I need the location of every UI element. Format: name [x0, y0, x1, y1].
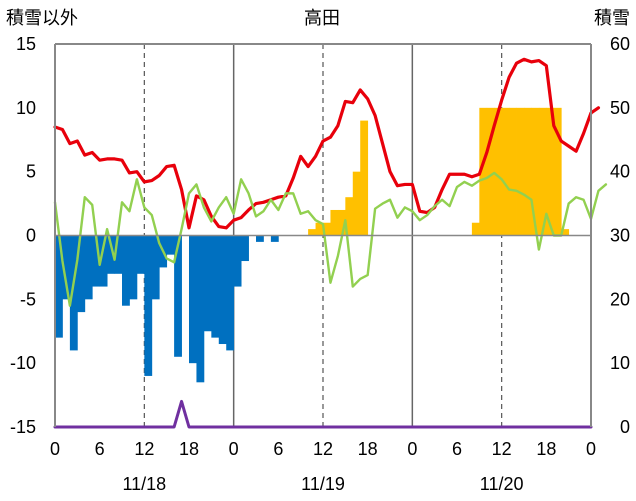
snow-depth-bar: [471, 222, 480, 236]
date-labels: 11/18 11/19 11/20: [122, 474, 523, 494]
y-tick-label-right: 40: [610, 162, 630, 182]
date-label: 11/20: [480, 474, 524, 494]
x-tick-label: 12: [134, 439, 154, 459]
x-ticks: 0 6 12 18 0 6 12 18 0 6 12 18 0: [50, 439, 596, 459]
y-tick-label-right: 60: [610, 34, 630, 54]
y-tick-label-right: 30: [610, 226, 630, 246]
series-line: [53, 57, 601, 230]
blue-bar: [218, 235, 227, 345]
blue-bar: [174, 235, 182, 357]
snow-depth-bars: [308, 107, 570, 236]
x-tick-label: 12: [313, 439, 333, 459]
blue-bar: [226, 235, 235, 351]
snow-depth-bar: [315, 222, 324, 236]
blue-bar: [62, 235, 71, 300]
blue-bar: [151, 235, 160, 300]
blue-bar: [92, 235, 101, 287]
blue-bar: [211, 235, 220, 338]
snow-depth-bar: [330, 209, 339, 236]
blue-bar: [99, 235, 108, 287]
axes-frame: [54, 43, 592, 427]
x-tick-label: 0: [407, 439, 417, 459]
y-tick-label-left: 0: [26, 226, 36, 246]
blue-bar: [122, 235, 130, 306]
y-ticks-left: 15 10 5 0 -5 -10 -15: [10, 34, 36, 437]
y-tick-label-left: -5: [20, 289, 36, 309]
date-label: 11/19: [301, 474, 345, 494]
blue-bar: [114, 235, 123, 274]
snow-depth-bar: [494, 107, 503, 236]
y-tick-label-left: 5: [26, 162, 36, 182]
blue-bar: [69, 235, 78, 351]
chart-title: 高田: [304, 8, 340, 29]
series-line: [53, 171, 608, 307]
series-line: [53, 399, 593, 429]
y-tick-label-right: 10: [610, 353, 630, 373]
y-tick-label-right: 20: [610, 289, 630, 309]
blue-bar: [196, 235, 205, 383]
snow-depth-bar: [553, 107, 562, 236]
blue-bar: [233, 235, 242, 287]
y-tick-label-left: -15: [10, 417, 36, 437]
y-tick-label-right: 50: [610, 98, 630, 118]
blue-bar: [241, 235, 249, 262]
blue-bar: [84, 235, 93, 300]
snow-depth-bar: [479, 107, 488, 236]
x-tick-label: 18: [358, 439, 378, 459]
x-tick-label: 0: [586, 439, 596, 459]
y-tick-label-left: 15: [16, 34, 36, 54]
x-tick-label: 6: [273, 439, 283, 459]
snow-depth-bar: [337, 209, 346, 236]
snow-depth-bar: [524, 107, 532, 236]
blue-bar: [129, 235, 138, 300]
blue-bar: [256, 235, 264, 242]
blue-bar: [144, 235, 153, 376]
snow-depth-bar: [516, 107, 525, 236]
y-tick-label-left: -10: [10, 353, 36, 373]
snow-depth-bar: [509, 107, 517, 236]
blue-bar: [136, 235, 145, 274]
series-lines: [53, 57, 608, 429]
y-tick-label-right: 0: [620, 417, 630, 437]
snow-depth-bar: [501, 107, 510, 236]
right-axis-title: 積雪: [594, 8, 630, 29]
blue-bar: [107, 235, 115, 274]
snow-depth-bar: [561, 229, 570, 236]
blue-bar: [77, 235, 86, 313]
snow-depth-bar: [308, 229, 316, 236]
snow-depth-bar: [352, 171, 361, 236]
x-tick-label: 0: [229, 439, 239, 459]
snow-depth-bar: [360, 120, 369, 236]
blue-bar: [203, 235, 212, 332]
blue-bar: [270, 235, 279, 242]
snow-depth-bar: [546, 107, 555, 236]
snow-depth-bar: [531, 107, 540, 236]
x-tick-label: 6: [452, 439, 462, 459]
left-axis-title: 積雪以外: [6, 8, 78, 29]
snow-depth-bar: [538, 107, 547, 236]
snow-depth-bar: [323, 222, 331, 236]
x-tick-label: 18: [179, 439, 199, 459]
x-tick-label: 0: [50, 439, 60, 459]
blue-bar: [55, 235, 63, 338]
blue-bar: [166, 235, 175, 255]
y-ticks-right: 60 50 40 30 20 10 0: [610, 34, 630, 437]
x-tick-label: 6: [95, 439, 105, 459]
y-tick-label-left: 10: [16, 98, 36, 118]
x-tick-label: 18: [536, 439, 556, 459]
snow-depth-bar: [486, 107, 495, 236]
snow-depth-bar: [345, 197, 354, 236]
date-label: 11/18: [122, 474, 166, 494]
blue-bar: [189, 235, 197, 364]
x-tick-label: 12: [492, 439, 512, 459]
